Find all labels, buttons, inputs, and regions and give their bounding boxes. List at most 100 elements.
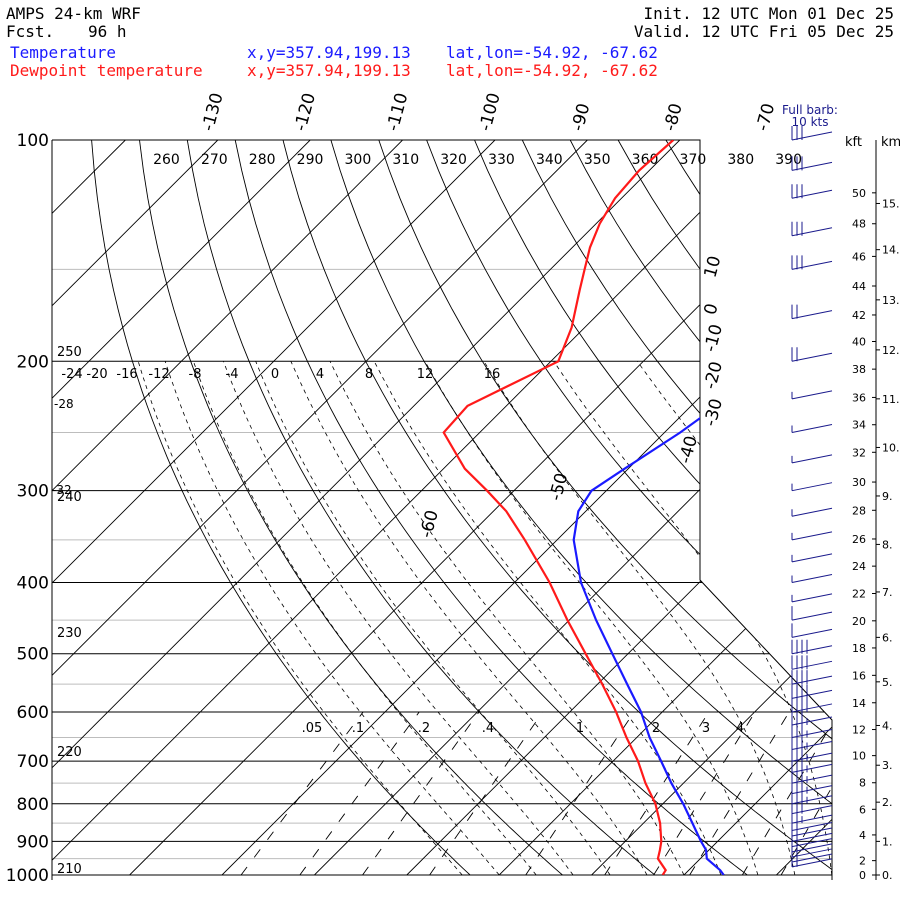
isotherm-label: -130: [198, 91, 227, 133]
kft-label: 16: [852, 669, 866, 682]
kft-label: 42: [852, 309, 866, 322]
dry-adiabat: [139, 140, 563, 875]
barb-staff: [791, 763, 833, 773]
mixing-ratio-line: [299, 711, 420, 875]
wind-barb: [791, 255, 833, 270]
moist-adiabat: [290, 361, 648, 875]
barb-staff: [791, 689, 833, 699]
kft-label: 24: [852, 560, 866, 573]
barb-staff: [791, 774, 833, 784]
pressure-tick-label: 600: [17, 703, 49, 723]
barb-staff: [791, 832, 833, 842]
background-grid: [52, 140, 832, 875]
dry-adiabat: [521, 140, 832, 875]
isotherm: [683, 140, 832, 875]
barb-staff: [791, 838, 833, 848]
km-label: 0.: [882, 869, 893, 882]
wind-barb: [791, 655, 833, 670]
latlon-dewpoint: lat,lon=-54.92, -67.62: [446, 61, 658, 80]
wind-barb: [791, 809, 833, 824]
dry-adiabat: [282, 140, 832, 875]
theta-label: 290: [297, 152, 324, 168]
moist-scale-label: -24: [61, 367, 82, 382]
kft-label: 18: [852, 642, 866, 655]
kft-label: 26: [852, 533, 866, 546]
wind-barb: [791, 574, 833, 584]
kft-label: 14: [852, 697, 866, 710]
moist-adiabat: [255, 361, 611, 875]
barb-staff: [791, 741, 833, 751]
moist-scale-label: 0: [271, 367, 279, 382]
barb-staff: [791, 507, 833, 517]
moist-adiabat: [424, 361, 759, 875]
wind-barb: [791, 347, 833, 362]
isotherm: [52, 140, 496, 875]
barb-staff: [791, 553, 833, 563]
moist-scale-label: -20: [86, 367, 107, 382]
frame-outline: [52, 139, 833, 880]
theta-label: 260: [153, 152, 180, 168]
km-label: 9.: [882, 490, 893, 503]
mixing-ratio-label: 1: [576, 721, 584, 736]
moist-scale-label: 4: [316, 367, 324, 382]
isotherm-label: -80: [660, 101, 687, 133]
kft-label: 46: [852, 250, 866, 263]
theta-label: 300: [345, 152, 372, 168]
isotherm: [52, 140, 773, 875]
barb-staff: [791, 131, 833, 141]
moist-adiabat: [373, 361, 722, 875]
isotherm-label: -90: [568, 101, 595, 133]
kft-label: 34: [852, 419, 866, 432]
barb-legend-label: Full barb:: [782, 103, 838, 117]
theta-e-label: 230: [57, 626, 82, 641]
isotherm: [498, 140, 832, 875]
kft-label: 48: [852, 218, 866, 231]
isotherm: [52, 140, 219, 875]
kft-label: 36: [852, 391, 866, 404]
isotherm: [52, 140, 403, 875]
profile-lines: [442, 140, 832, 875]
barb-staff: [791, 574, 833, 584]
km-label: 12.: [882, 344, 900, 357]
theta-label: 370: [680, 152, 707, 168]
km-title: km: [881, 135, 900, 150]
barb-staff: [791, 645, 833, 655]
dry-adiabat: [569, 140, 832, 875]
km-label: 1.: [882, 835, 893, 848]
theta-e-label: 240: [57, 490, 82, 505]
barb-staff: [791, 310, 833, 320]
theta-label: 350: [584, 152, 611, 168]
pressure-tick-label: 100: [17, 131, 49, 151]
moist-scale-label: -4: [226, 367, 239, 382]
pressure-tick-label: 800: [17, 795, 49, 815]
wind-barbs: Full barb:10 kts: [782, 103, 838, 868]
wind-barb: [791, 304, 833, 320]
isotherm: [406, 140, 832, 875]
barb-staff: [791, 805, 833, 815]
isotherm: [591, 140, 832, 875]
barb-staff: [791, 752, 833, 762]
model-title: AMPS 24-km WRF: [6, 4, 141, 23]
mixing-ratio-label: .4: [482, 721, 494, 736]
mixing-ratio-label: .1: [352, 721, 364, 736]
dry-adiabat: [186, 140, 656, 875]
moist-adiabat: [193, 361, 537, 875]
wind-barb: [791, 606, 833, 621]
wind-barb: [791, 684, 833, 699]
barb-staff: [791, 822, 833, 832]
mixing-ratio-line: [741, 711, 832, 875]
isotherm-label: -120: [291, 91, 320, 133]
legend-dewpoint: Dewpoint temperature: [10, 61, 203, 80]
mixing-ratio-line: [604, 711, 710, 875]
kft-label: 28: [852, 504, 866, 517]
wind-barb: [791, 789, 833, 805]
barb-staff: [791, 827, 833, 837]
theta-e-label: 250: [57, 345, 82, 360]
barb-staff: [791, 161, 833, 171]
km-label: 2.: [882, 796, 893, 809]
isotherm-label: 0: [701, 301, 723, 317]
mixing-ratio-label: .05: [302, 721, 323, 736]
wind-barb: [791, 221, 833, 237]
wind-barb: [791, 531, 833, 541]
barb-staff: [791, 482, 833, 492]
